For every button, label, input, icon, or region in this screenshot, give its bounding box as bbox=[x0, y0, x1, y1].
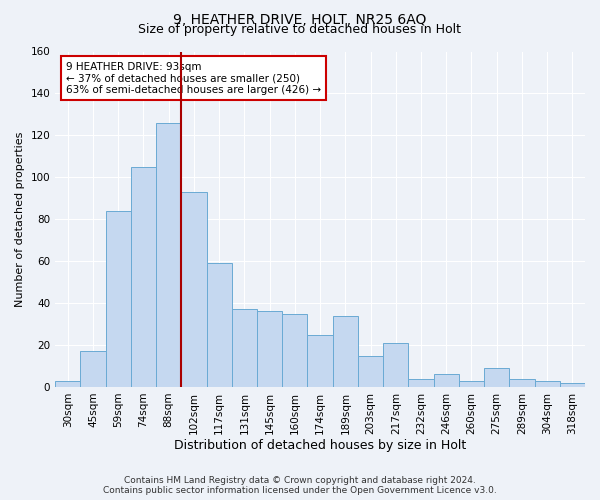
Bar bbox=[307, 334, 332, 387]
Bar bbox=[484, 368, 509, 387]
Bar bbox=[80, 352, 106, 387]
Bar bbox=[409, 378, 434, 387]
Text: 9 HEATHER DRIVE: 93sqm
← 37% of detached houses are smaller (250)
63% of semi-de: 9 HEATHER DRIVE: 93sqm ← 37% of detached… bbox=[66, 62, 321, 95]
Bar bbox=[55, 380, 80, 387]
Bar bbox=[106, 211, 131, 387]
Bar bbox=[509, 378, 535, 387]
Bar bbox=[535, 380, 560, 387]
Bar bbox=[434, 374, 459, 387]
Bar bbox=[257, 312, 282, 387]
Y-axis label: Number of detached properties: Number of detached properties bbox=[15, 132, 25, 307]
Bar bbox=[206, 264, 232, 387]
Bar bbox=[232, 310, 257, 387]
Bar bbox=[332, 316, 358, 387]
Bar bbox=[156, 123, 181, 387]
Text: 9, HEATHER DRIVE, HOLT, NR25 6AQ: 9, HEATHER DRIVE, HOLT, NR25 6AQ bbox=[173, 12, 427, 26]
Bar bbox=[282, 314, 307, 387]
Bar bbox=[560, 383, 585, 387]
Bar bbox=[358, 356, 383, 387]
Bar bbox=[459, 380, 484, 387]
Text: Contains HM Land Registry data © Crown copyright and database right 2024.
Contai: Contains HM Land Registry data © Crown c… bbox=[103, 476, 497, 495]
X-axis label: Distribution of detached houses by size in Holt: Distribution of detached houses by size … bbox=[174, 440, 466, 452]
Bar bbox=[131, 167, 156, 387]
Text: Size of property relative to detached houses in Holt: Size of property relative to detached ho… bbox=[139, 22, 461, 36]
Bar bbox=[383, 343, 409, 387]
Bar bbox=[181, 192, 206, 387]
